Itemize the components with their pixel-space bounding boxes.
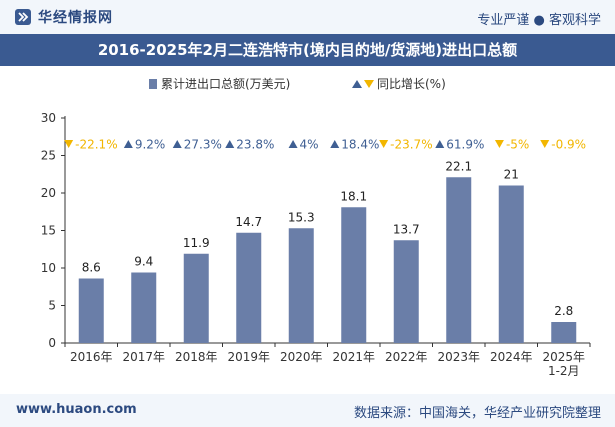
bars: 8.6 9.4 11.9 14.7 15.3 18.1 13.7 22.1 21 2.8 (78, 159, 577, 343)
x-tick-label: 2017年 (122, 350, 165, 364)
growth-label: -5% (506, 138, 529, 152)
bar (131, 272, 157, 343)
top-bar: 华经情报网 专业严谨 ● 客观科学 (0, 0, 615, 34)
bar-value-label: 11.9 (183, 236, 210, 250)
y-tick-label: 20 (41, 186, 56, 200)
bar-value-label: 14.7 (235, 215, 262, 229)
growth-markers: -22.1% 9.2% 27.3% 23.8% 4% 18.4% -23.7% 61.9% -5… (64, 138, 586, 152)
bar (393, 240, 419, 343)
legend-marker-label: 同比增长(%) (377, 77, 446, 91)
growth-up-marker (330, 140, 340, 148)
x-tick-label: 2025年 (542, 350, 585, 364)
bar (183, 253, 209, 343)
tagline: 专业严谨 ● 客观科学 (477, 13, 601, 28)
chart-plot: 累计进出口总额(万美元) 同比增长(%) 0 5 10 15 20 25 30 2016年 20… (41, 77, 591, 378)
growth-label: 27.3% (184, 138, 222, 152)
y-tick-label: 30 (41, 111, 56, 125)
growth-up-marker (123, 140, 133, 148)
growth-label: -0.9% (551, 138, 586, 152)
data-source: 数据来源：中国海关，华经产业研究院整理 (353, 406, 601, 421)
bar-value-label: 21 (504, 168, 519, 182)
x-tick-label: 1-2月 (548, 364, 580, 378)
chart-title: 2016-2025年2月二连浩特市(境内目的地/货源地)进出口总额 (97, 41, 518, 59)
bar-value-label: 9.4 (134, 255, 153, 269)
bar (446, 177, 472, 343)
legend: 累计进出口总额(万美元) 同比增长(%) (149, 77, 446, 91)
bar (236, 232, 262, 343)
bar (78, 278, 104, 343)
growth-label: 61.9% (446, 138, 484, 152)
legend-bar-swatch (149, 79, 157, 89)
growth-label: 18.4% (341, 138, 379, 152)
growth-label: -22.1% (75, 138, 117, 152)
y-tick-label: 0 (48, 336, 56, 350)
bar-value-label: 13.7 (393, 222, 420, 236)
axes: 0 5 10 15 20 25 30 2016年 2017年 2018年 2019年 2020年 202… (41, 111, 591, 378)
legend-up-triangle-icon (352, 80, 362, 88)
bar-value-label: 22.1 (445, 159, 472, 173)
title-band: 2016-2025年2月二连浩特市(境内目的地/货源地)进出口总额 (0, 34, 615, 66)
bar (551, 322, 577, 343)
bar-value-label: 18.1 (340, 189, 367, 203)
growth-down-marker (64, 140, 74, 148)
y-tick-label: 25 (41, 149, 56, 163)
growth-down-marker (494, 140, 504, 148)
x-tick-label: 2023年 (437, 350, 480, 364)
growth-down-marker (540, 140, 550, 148)
bar-value-label: 2.8 (554, 304, 573, 318)
growth-up-marker (435, 140, 445, 148)
x-tick-label: 2019年 (227, 350, 270, 364)
site-url: www.huaon.com (16, 402, 137, 417)
brand-logo-icon (15, 9, 31, 25)
bar (341, 207, 367, 343)
bottom-bar: www.huaon.com 数据来源：中国海关，华经产业研究院整理 (0, 394, 615, 427)
brand: 华经情报网 (14, 7, 113, 27)
growth-label: 9.2% (135, 138, 166, 152)
growth-label: 23.8% (236, 138, 274, 152)
x-tick-label: 2022年 (385, 350, 428, 364)
x-tick-label: 2021年 (332, 350, 375, 364)
bar (288, 228, 314, 343)
growth-up-marker (172, 140, 182, 148)
growth-up-marker (225, 140, 235, 148)
bar-value-label: 8.6 (82, 261, 101, 275)
legend-down-triangle-icon (364, 80, 374, 88)
legend-bar-label: 累计进出口总额(万美元) (161, 77, 290, 91)
x-tick-label: 2020年 (280, 350, 323, 364)
growth-down-marker (379, 140, 389, 148)
growth-label: -23.7% (390, 138, 432, 152)
growth-label: 4% (300, 138, 319, 152)
growth-up-marker (288, 140, 298, 148)
x-tick-label: 2024年 (490, 350, 533, 364)
y-tick-label: 10 (41, 261, 56, 275)
y-tick-label: 15 (41, 224, 56, 238)
bar (498, 185, 524, 343)
y-tick-label: 5 (48, 299, 56, 313)
bar-value-label: 15.3 (288, 210, 315, 224)
brand-name: 华经情报网 (38, 10, 113, 26)
x-tick-label: 2016年 (70, 350, 113, 364)
x-tick-label: 2018年 (175, 350, 218, 364)
